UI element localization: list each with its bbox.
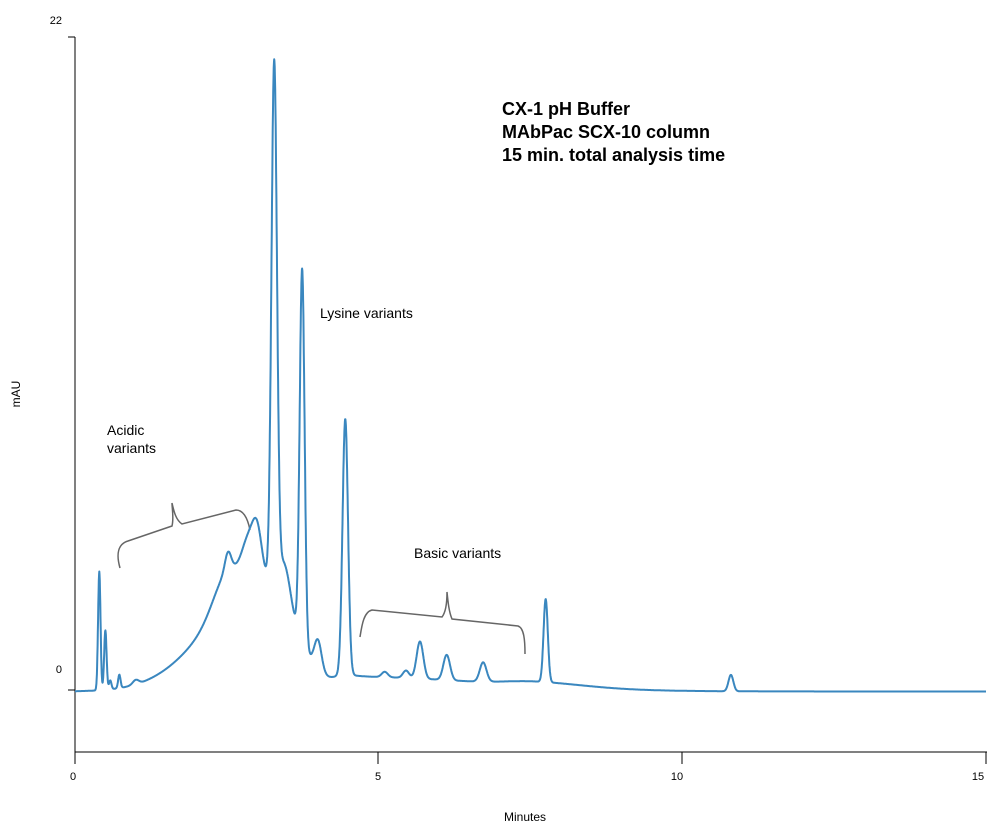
annotation-acidic-variants-line2: variants [107,440,156,456]
acidic-variants-bracket [117,502,251,569]
info-line-buffer: CX-1 pH Buffer [502,99,630,119]
y-tick-label-zero: 0 [56,664,62,676]
x-tick-label-10: 10 [671,771,683,783]
basic-variants-bracket [359,591,526,655]
info-line-time: 15 min. total analysis time [502,145,725,165]
chromatogram-trace [74,58,987,693]
x-tick-label-0: 0 [70,771,76,783]
info-line-column: MAbPac SCX-10 column [502,122,710,142]
x-tick-label-15: 15 [972,771,984,783]
annotation-basic-variants: Basic variants [414,545,501,561]
y-axis-title: mAU [9,381,23,408]
x-tick-label-5: 5 [375,771,381,783]
x-axis-title: Minutes [504,810,546,824]
y-tick-label-top: 22 [50,15,62,27]
annotation-lysine-variants: Lysine variants [320,305,413,321]
annotation-acidic-variants-line1: Acidic [107,422,144,438]
